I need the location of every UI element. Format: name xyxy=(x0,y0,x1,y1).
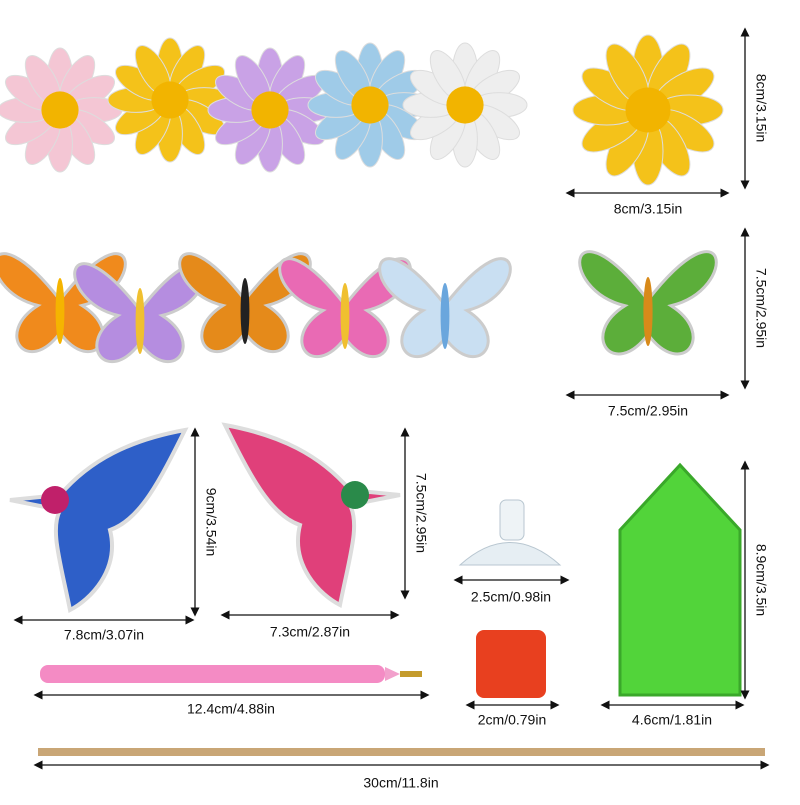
butterfly-body xyxy=(135,288,145,354)
flower-center xyxy=(446,86,484,124)
dimension-label: 7.8cm/3.07in xyxy=(64,627,144,643)
suction-cup xyxy=(458,499,562,566)
dimension-label: 30cm/11.8in xyxy=(363,775,438,791)
dimension-label: 12.4cm/4.88in xyxy=(187,701,275,717)
hummingbird-head xyxy=(341,481,369,509)
flower-center xyxy=(351,86,389,124)
wax-pad xyxy=(476,630,546,698)
hummingbird xyxy=(9,427,189,613)
flower-center xyxy=(251,91,289,129)
dimension-label: 7.3cm/2.87in xyxy=(270,624,350,640)
dimension-label: 8.9cm/3.5in xyxy=(753,544,769,616)
flower-center xyxy=(151,81,189,119)
butterfly-body xyxy=(643,277,653,346)
tray xyxy=(618,462,742,697)
hummingbird xyxy=(221,422,401,608)
dimension-label: 7.5cm/2.95in xyxy=(608,403,688,419)
butterfly-body xyxy=(340,283,350,349)
dimension-label: 8cm/3.15in xyxy=(614,201,682,217)
dimension-label: 2.5cm/0.98in xyxy=(471,589,551,605)
dimension-label: 4.6cm/1.81in xyxy=(632,712,712,728)
hummingbird-head xyxy=(41,486,69,514)
dimension-label: 9cm/3.54in xyxy=(203,488,219,556)
butterfly-body xyxy=(440,283,450,349)
dimension-label: 7.5cm/2.95in xyxy=(753,268,769,348)
butterfly-body xyxy=(55,278,65,344)
dimension-label: 2cm/0.79in xyxy=(478,712,546,728)
butterfly-body xyxy=(240,278,250,344)
flower-center xyxy=(41,91,79,129)
artwork xyxy=(0,34,724,613)
wooden-stick xyxy=(38,748,765,756)
dimension-label: 7.5cm/2.95in xyxy=(413,473,429,553)
flower-center xyxy=(625,87,671,133)
dimension-label: 8cm/3.15in xyxy=(753,74,769,142)
pen xyxy=(40,665,422,683)
